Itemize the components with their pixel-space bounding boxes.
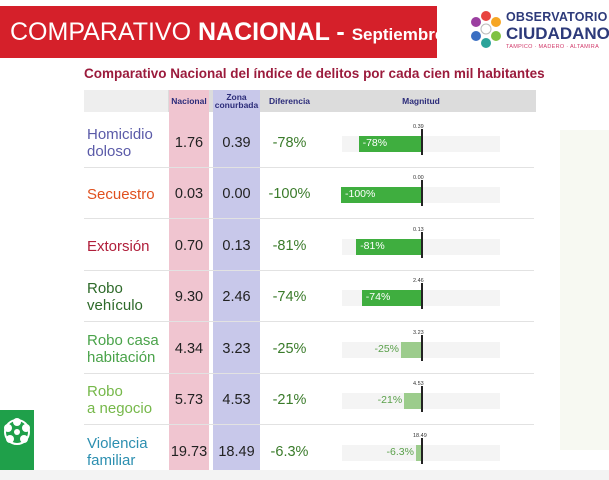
zero-axis — [421, 180, 423, 207]
zona-magnitude-label: 3.23 — [413, 329, 424, 336]
header-nacional: Nacional — [171, 96, 207, 106]
zona-value: 0.13 — [222, 237, 251, 254]
background-decoration — [560, 130, 609, 450]
header-magnitud: Magnitud — [402, 96, 440, 106]
zona-value: 0.39 — [222, 134, 251, 151]
magnitude-bar — [361, 290, 421, 307]
crime-category-label: Extorsión — [87, 237, 150, 255]
side-logo — [0, 410, 34, 470]
row-separator — [84, 166, 534, 168]
row-separator — [84, 321, 534, 322]
zona-value: 3.23 — [222, 340, 251, 357]
magnitude-bar — [415, 444, 421, 461]
zero-axis — [421, 128, 423, 155]
crime-category-label: Secuestro — [87, 186, 155, 204]
zona-magnitude-label: 0.39 — [413, 123, 424, 130]
zona-magnitude-label: 18.49 — [413, 432, 427, 439]
logo-text-2: CIUDADANO — [506, 24, 609, 43]
magnitude-bar-label: -100% — [345, 188, 376, 201]
zona-value: 2.46 — [222, 289, 251, 306]
nacional-value: 1.76 — [174, 134, 204, 151]
magnitude-bar-label: -81% — [360, 239, 385, 252]
flower-logo-icon — [471, 11, 501, 48]
nacional-value: 9.30 — [174, 289, 204, 306]
magnitude-bar — [341, 187, 421, 204]
nacional-value: 0.70 — [174, 237, 204, 254]
row-separator — [84, 424, 534, 425]
zona-magnitude-label: 2.46 — [413, 278, 424, 285]
diferencia-value: -25% — [272, 340, 307, 357]
table-header — [168, 90, 536, 112]
header-diferencia: Diferencia — [268, 96, 311, 106]
observatorio-logo: OBSERVATORIO CIUDADANO TAMPICO · MADERO … — [468, 8, 609, 58]
crime-category-label: Robo a negocio — [87, 383, 153, 418]
diferencia-value: -78% — [272, 134, 307, 151]
crime-category-label: Violencia familiar — [87, 434, 148, 469]
nacional-value: 5.73 — [174, 392, 204, 409]
zona-magnitude-label: 0.13 — [413, 226, 424, 233]
nacional-value: 0.03 — [174, 186, 204, 203]
logo-text-3: TAMPICO · MADERO · ALTAMIRA — [506, 44, 600, 50]
nacional-value: 4.34 — [174, 340, 204, 357]
bottom-band — [0, 470, 609, 480]
crime-category-label: Robo casa habitación — [87, 331, 159, 366]
magnitude-bar — [404, 393, 421, 410]
magnitude-bar-label: -21% — [377, 394, 403, 407]
magnitude-bar-label: -78% — [362, 136, 388, 149]
crime-category-label: Homicidio doloso — [87, 125, 153, 160]
zero-axis — [421, 231, 423, 258]
crime-category-label: Robo vehículo — [87, 280, 143, 315]
zona-value: 18.49 — [218, 443, 255, 460]
diferencia-value: -81% — [272, 237, 307, 254]
zona-column-bg — [213, 90, 260, 470]
page-title: COMPARATIVO NACIONAL - Septiembre 2022 — [10, 17, 487, 46]
row-separator — [84, 372, 534, 374]
diferencia-value: -21% — [272, 392, 307, 409]
diferencia-value: -6.3% — [270, 443, 309, 460]
zona-magnitude-label: 4.53 — [413, 381, 424, 388]
nacional-value: 19.73 — [170, 443, 208, 460]
row-separator — [84, 269, 534, 271]
nacional-column-bg — [169, 90, 209, 470]
title-banner: COMPARATIVO NACIONAL - Septiembre 2022 — [0, 6, 487, 58]
diferencia-value: -100% — [268, 186, 311, 203]
zero-axis — [421, 437, 423, 464]
logo-text-1: OBSERVATORIO — [506, 10, 608, 24]
table-subtitle: Comparativo Nacional del índice de delit… — [84, 66, 545, 81]
zero-axis — [421, 386, 423, 413]
side-flower-icon — [4, 418, 30, 445]
zero-axis — [421, 334, 423, 361]
magnitude-bar — [401, 341, 421, 358]
magnitude-bar — [356, 238, 421, 255]
magnitude-bar-label: -6.3% — [386, 445, 414, 458]
diferencia-value: -74% — [272, 289, 307, 306]
magnitude-bar-label: -25% — [374, 342, 399, 355]
header-zona-conurbada: Zona conurbada — [214, 92, 259, 110]
header-empty-cell — [84, 90, 168, 112]
zona-value: 0.00 — [222, 186, 251, 203]
zona-magnitude-label: 0.00 — [413, 175, 424, 182]
magnitude-bar — [358, 135, 421, 152]
magnitude-bar-label: -74% — [365, 291, 391, 304]
row-separator — [84, 218, 534, 219]
zona-value: 4.53 — [222, 392, 251, 409]
zero-axis — [421, 283, 423, 310]
